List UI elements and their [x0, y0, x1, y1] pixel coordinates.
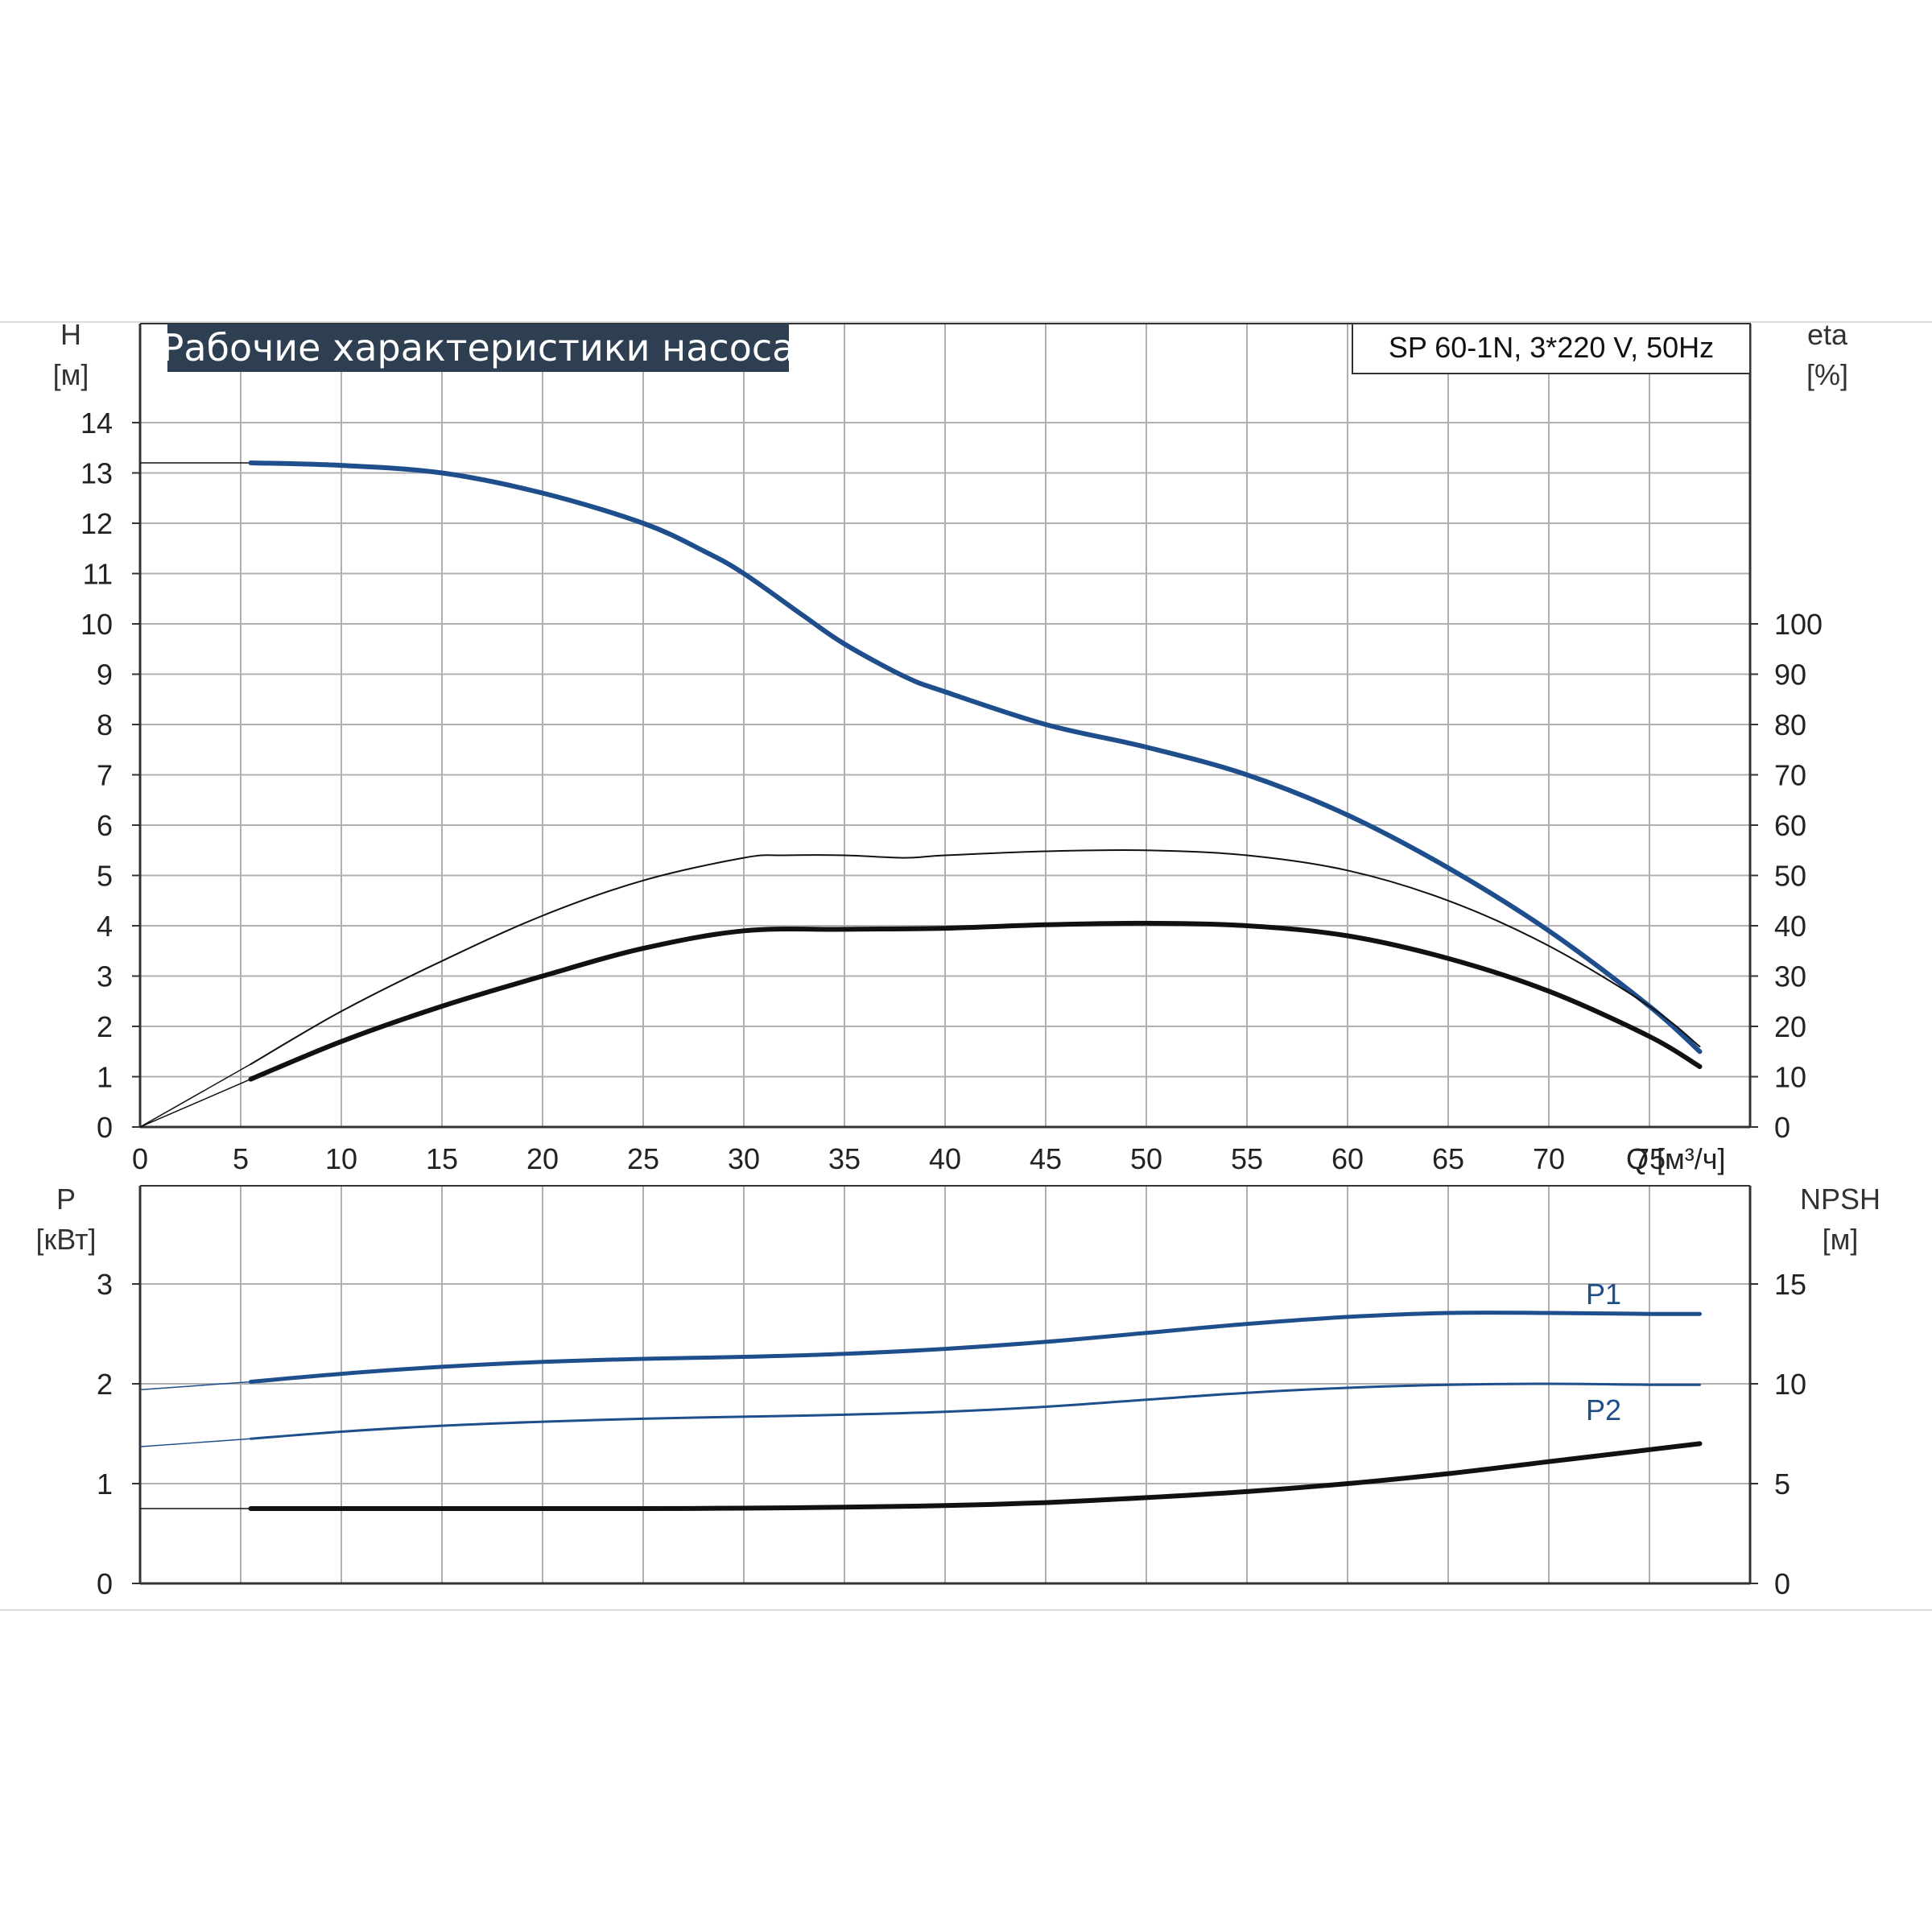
x-tick-label: 35: [828, 1142, 861, 1175]
x-tick-label: 60: [1331, 1142, 1364, 1175]
x-tick-label: 25: [627, 1142, 659, 1175]
series-line-eta-thin: [250, 848, 1701, 1065]
x-tick-label: 40: [929, 1142, 961, 1175]
x-tick-label: 30: [728, 1142, 760, 1175]
eta-tick-label: 100: [1774, 608, 1823, 641]
power-npsh-chart: 0 1 2 3 0 5 10 15 P [кВт] NPSH [м] P1 P2: [35, 1183, 1880, 1600]
x-tick-label: 65: [1432, 1142, 1464, 1175]
chart-title: Рабочие характеристики насоса: [162, 326, 795, 369]
eta-tick-labels: 0 10 20 30 40 50 60 70 80 90 100: [1750, 608, 1823, 1144]
x-tick-label: 45: [1030, 1142, 1062, 1175]
bottom-series-group: [139, 1311, 1703, 1512]
series-line-h: [248, 460, 1703, 1055]
series-line-npsh: [248, 1441, 1703, 1512]
eta-tick-label: 10: [1774, 1061, 1806, 1094]
npsh-tick-label: 5: [1774, 1468, 1790, 1501]
eta-axis-unit: [%]: [1806, 358, 1848, 391]
h-tick-label: 11: [83, 558, 113, 591]
h-tick-label: 5: [97, 860, 113, 893]
h-tick-label: 3: [97, 960, 113, 993]
p-tick-label: 0: [97, 1567, 113, 1600]
p-tick-label: 3: [97, 1268, 113, 1301]
eta-tick-label: 50: [1774, 860, 1806, 893]
npsh-tick-labels: 0 5 10 15: [1750, 1268, 1806, 1600]
eta-tick-label: 90: [1774, 658, 1806, 691]
x-tick-labels: 0 5 10 15 20 25 30 35 40 45 50 55 60 65 70 75: [132, 1142, 1666, 1175]
head-efficiency-chart: 0 5 10 15 20 25 30 35 40 45 50 55 60 65 70 75 012345678…: [53, 318, 1848, 1175]
top-series-group: [139, 460, 1703, 1128]
h-tick-label: 1: [97, 1061, 113, 1094]
series-line-eta-thick: [248, 920, 1703, 1082]
chart-title-background: [167, 324, 789, 372]
curve-extension: [139, 1078, 251, 1128]
eta-axis-label: eta: [1807, 318, 1848, 351]
x-tick-label: 5: [233, 1142, 249, 1175]
eta-tick-label: 40: [1774, 910, 1806, 943]
p-axis-unit: [кВт]: [35, 1223, 96, 1256]
x-tick-label: 15: [426, 1142, 458, 1175]
h-axis-unit: [м]: [53, 358, 89, 391]
npsh-axis-unit: [м]: [1823, 1223, 1859, 1256]
p-tick-labels: 0 1 2 3: [97, 1268, 140, 1600]
x-tick-label: 0: [132, 1142, 148, 1175]
x-tick-label: 20: [526, 1142, 559, 1175]
h-tick-label: 10: [80, 608, 113, 641]
x-tick-label: 55: [1231, 1142, 1263, 1175]
p-tick-label: 2: [97, 1368, 113, 1401]
model-box: [1352, 323, 1751, 374]
h-tick-label: 8: [97, 708, 113, 741]
npsh-tick-label: 15: [1774, 1268, 1806, 1301]
p1-series-label: P1: [1586, 1278, 1621, 1311]
p-tick-label: 1: [97, 1468, 113, 1501]
h-tick-label: 14: [80, 407, 113, 440]
h-tick-label: 7: [97, 759, 113, 792]
eta-tick-label: 60: [1774, 809, 1806, 842]
x-tick-label: 75: [1633, 1142, 1666, 1175]
q-axis-label: Q [м³/ч]: [1626, 1142, 1726, 1175]
series-line-p2: [250, 1382, 1701, 1440]
series-line-p1: [249, 1311, 1702, 1384]
h-tick-label: 2: [97, 1010, 113, 1043]
p2-series-label: P2: [1586, 1393, 1621, 1426]
eta-tick-label: 30: [1774, 960, 1806, 993]
npsh-tick-label: 0: [1774, 1567, 1790, 1600]
p-axis-label: P: [56, 1183, 76, 1216]
h-tick-label: 9: [97, 658, 113, 691]
top-grid: [138, 323, 1752, 1129]
eta-tick-label: 70: [1774, 759, 1806, 792]
h-axis-label: H: [60, 318, 81, 351]
model-label: SP 60-1N, 3*220 V, 50Hz: [1389, 331, 1714, 364]
h-tick-label: 12: [80, 507, 113, 540]
h-tick-label: 0: [97, 1111, 113, 1144]
eta-tick-label: 20: [1774, 1010, 1806, 1043]
curve-extension: [139, 1063, 251, 1128]
npsh-tick-label: 10: [1774, 1368, 1806, 1401]
curve-extension: [139, 1381, 251, 1391]
h-tick-label: 4: [97, 910, 113, 943]
x-tick-label: 10: [325, 1142, 357, 1175]
x-tick-label: 50: [1130, 1142, 1162, 1175]
x-tick-label: 70: [1533, 1142, 1565, 1175]
h-tick-label: 6: [97, 809, 113, 842]
eta-tick-label: 80: [1774, 708, 1806, 741]
h-tick-label: 13: [80, 457, 113, 490]
eta-tick-label: 0: [1774, 1111, 1790, 1144]
curve-extension: [139, 1438, 251, 1447]
npsh-axis-label: NPSH: [1800, 1183, 1880, 1216]
